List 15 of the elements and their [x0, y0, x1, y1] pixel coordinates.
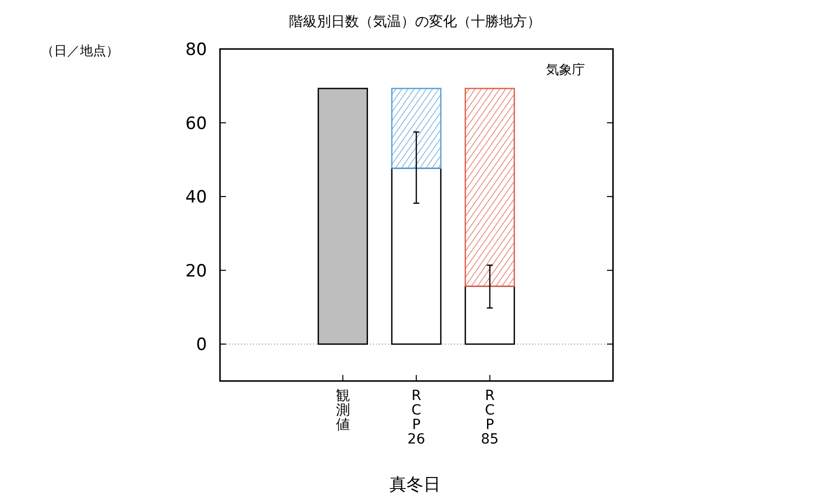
- y-tick-label: 80: [185, 40, 207, 60]
- y-tick-label: 20: [185, 261, 207, 282]
- text: （日／地点）: [41, 44, 119, 59]
- bar: [318, 88, 368, 345]
- text: 気象庁: [546, 62, 585, 78]
- x-tick-label: 観測値: [336, 388, 350, 433]
- x-axis-title: 真冬日: [390, 475, 440, 495]
- bar: [464, 88, 515, 287]
- x-tick-label: RCP85: [480, 388, 499, 448]
- x-tick-label: RCP26: [407, 388, 426, 448]
- bar: [391, 88, 442, 169]
- y-tick-label: 40: [185, 188, 207, 208]
- y-tick-label: 60: [185, 114, 207, 134]
- y-tick-label: 0: [196, 335, 207, 356]
- chart-title: 階級別日数（気温）の変化（十勝地方）: [289, 14, 541, 30]
